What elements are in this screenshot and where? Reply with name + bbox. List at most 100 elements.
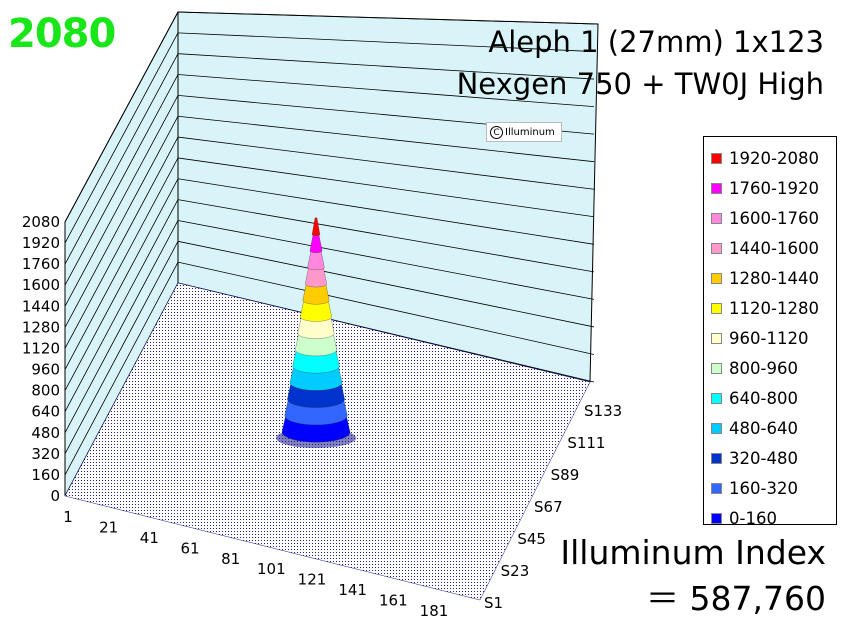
gridline-left [64, 53, 179, 265]
legend-label: 960-1120 [729, 328, 809, 348]
y-axis-ticks: S1 S23 S45 S67 S89 S111 S133 [484, 402, 622, 612]
legend-label: 800-960 [729, 358, 798, 378]
legend-swatch [711, 482, 722, 494]
gridline-left [64, 32, 179, 244]
gridline-back [177, 157, 595, 218]
legend-item: 160-320 [704, 473, 836, 503]
z-tick-label: 480 [31, 424, 60, 442]
x-tick-label: 121 [298, 571, 327, 589]
chart-title-line1: Aleph 1 (27mm) 1x123 [488, 25, 824, 59]
gridline-back [177, 220, 595, 300]
legend-item: 1120-1280 [704, 293, 836, 323]
gridline-back [177, 53, 595, 80]
gridline-back [177, 11, 595, 25]
legend-label: 1120-1280 [729, 298, 819, 318]
x-tick-label: 1 [63, 508, 73, 526]
legend-swatch [711, 272, 722, 284]
gridline-left [64, 178, 179, 391]
gridline-back [177, 136, 595, 190]
z-axis-ticks: 0 160 320 480 640 800 960 1120 1280 1440 1600 1760 1… [22, 213, 60, 505]
gridline-left [64, 116, 179, 328]
legend-swatch [711, 302, 722, 314]
z-tick-label: 1920 [22, 234, 60, 252]
legend-swatch [711, 332, 722, 344]
legend-swatch [711, 512, 722, 524]
gridline-left [64, 261, 179, 476]
legend-item: 800-960 [704, 353, 836, 383]
z-tick-label: 1760 [22, 255, 60, 273]
copyright-watermark: C Illuminum [486, 122, 562, 142]
y-tick-label: S111 [567, 434, 605, 452]
x-tick-label: 61 [180, 539, 199, 557]
z-tick-label: 1600 [22, 276, 60, 294]
x-tick-label: 101 [257, 560, 286, 578]
legend-item: 640-800 [704, 383, 836, 413]
peak-band [311, 217, 321, 236]
gridline-back [177, 32, 595, 52]
copyright-icon: C [490, 125, 503, 139]
x-tick-label: 41 [140, 529, 159, 547]
legend-swatch [711, 152, 722, 164]
legend-item: 1760-1920 [704, 173, 836, 203]
legend-item: 480-640 [704, 413, 836, 443]
legend-label: 320-480 [729, 448, 798, 468]
peak-cone [276, 217, 356, 448]
gridline-back [177, 74, 595, 108]
y-tick-label: S67 [534, 498, 563, 516]
z-tick-label: 160 [31, 466, 60, 484]
legend-item: 320-480 [704, 443, 836, 473]
legend-label: 160-320 [729, 478, 798, 498]
gridline-left [64, 157, 179, 370]
legend-swatch [711, 392, 722, 404]
gridline-left [64, 220, 179, 433]
z-tick-label: 1120 [22, 339, 60, 357]
legend-label: 1920-2080 [729, 148, 819, 168]
gridline-back [177, 115, 595, 163]
gridline-back [177, 240, 595, 328]
legend-item: 1920-2080 [704, 143, 836, 173]
index-label: Illuminum Index [560, 533, 826, 572]
z-tick-label: 0 [50, 487, 60, 505]
legend-item: 1600-1760 [704, 203, 836, 233]
gridline-left [64, 199, 179, 412]
legend-label: 480-640 [729, 418, 798, 438]
legend-item: 1280-1440 [704, 263, 836, 293]
y-tick-label: S23 [501, 562, 530, 580]
gridline-back [177, 261, 595, 355]
legend-item: 960-1120 [704, 323, 836, 353]
gridline-left [64, 74, 179, 286]
x-tick-label: 141 [338, 581, 367, 599]
z-tick-label: 1280 [22, 318, 60, 336]
y-tick-label: S1 [484, 594, 503, 612]
peak-value-label: 2080 [8, 11, 116, 57]
legend-label: 1280-1440 [729, 268, 819, 288]
z-tick-label: 1440 [22, 297, 60, 315]
legend-item: 1440-1600 [704, 233, 836, 263]
gridline-left [64, 241, 179, 455]
legend-item: 0-160 [704, 503, 836, 533]
z-tick-label: 640 [31, 403, 60, 421]
legend-swatch [711, 422, 722, 434]
gridline-back [177, 199, 595, 273]
legend-swatch [711, 242, 722, 254]
z-tick-label: 960 [31, 361, 60, 379]
y-tick-label: S89 [551, 466, 580, 484]
legend-swatch [711, 212, 722, 224]
legend-label: 1440-1600 [729, 238, 819, 258]
gridline-back [177, 178, 595, 245]
legend: 1920-2080 1760-1920 1600-1760 1440-1600 1280… [703, 136, 837, 528]
x-tick-label: 81 [221, 550, 240, 568]
x-tick-label: 21 [99, 518, 118, 536]
gridline-left [64, 136, 179, 349]
legend-label: 640-800 [729, 388, 798, 408]
x-tick-label: 161 [379, 592, 408, 610]
index-value: ＝ 587,760 [646, 579, 826, 618]
legend-label: 0-160 [729, 508, 777, 528]
gridline-left [64, 95, 179, 307]
x-tick-label: 181 [420, 602, 449, 620]
legend-swatch [711, 452, 722, 464]
legend-label: 1760-1920 [729, 178, 819, 198]
z-tick-label: 320 [31, 445, 60, 463]
